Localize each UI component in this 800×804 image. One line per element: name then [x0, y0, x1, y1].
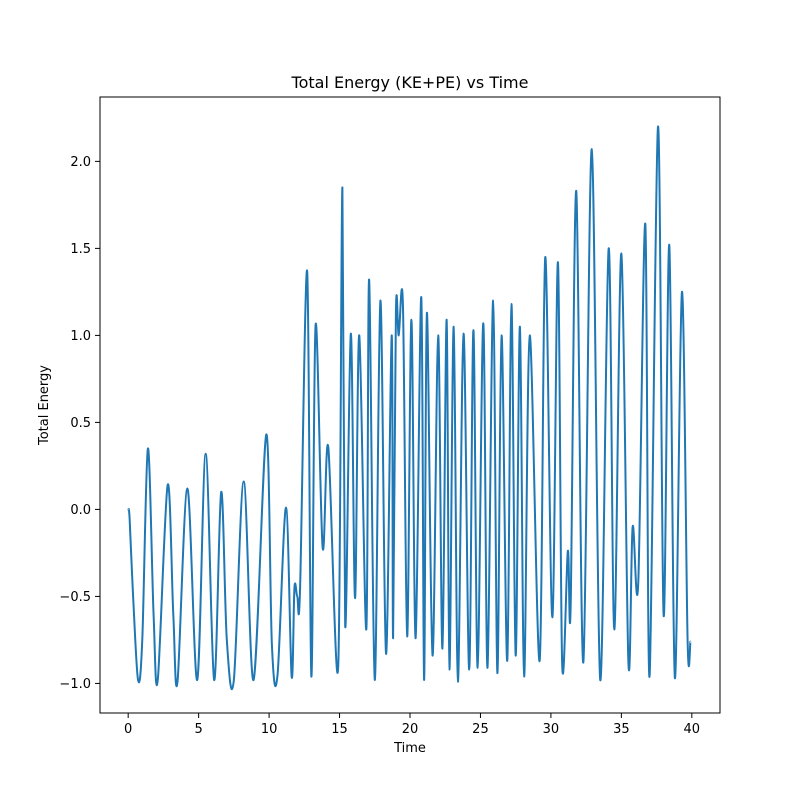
x-tick-label: 30 — [543, 722, 560, 737]
y-tick-label: 1.0 — [70, 329, 91, 344]
x-tick-label: 20 — [402, 722, 419, 737]
x-tick-label: 0 — [124, 722, 132, 737]
x-tick-label: 40 — [684, 722, 701, 737]
x-tick-label: 25 — [472, 722, 489, 737]
x-tick-label: 5 — [194, 722, 202, 737]
y-tick-label: 0.5 — [70, 416, 91, 431]
chart-title: Total Energy (KE+PE) vs Time — [291, 73, 529, 92]
y-tick-label: −0.5 — [59, 590, 91, 605]
x-tick-label: 10 — [261, 722, 278, 737]
y-tick-label: 0.0 — [70, 503, 91, 518]
y-tick-label: −1.0 — [59, 677, 91, 692]
y-tick-label: 1.5 — [70, 242, 91, 257]
y-axis-ticks: −1.0 −0.5 0.0 0.5 1.0 1.5 2.0 — [59, 155, 100, 692]
x-tick-label: 35 — [613, 722, 630, 737]
plot-frame — [99, 96, 721, 714]
x-tick-label: 15 — [331, 722, 348, 737]
total-energy-line — [127, 125, 692, 690]
y-tick-label: 2.0 — [70, 155, 91, 170]
x-axis-label: Time — [393, 741, 426, 756]
y-axis-label: Total Energy — [37, 365, 52, 446]
x-axis-ticks: 0 5 10 15 20 25 30 35 40 — [124, 713, 700, 737]
